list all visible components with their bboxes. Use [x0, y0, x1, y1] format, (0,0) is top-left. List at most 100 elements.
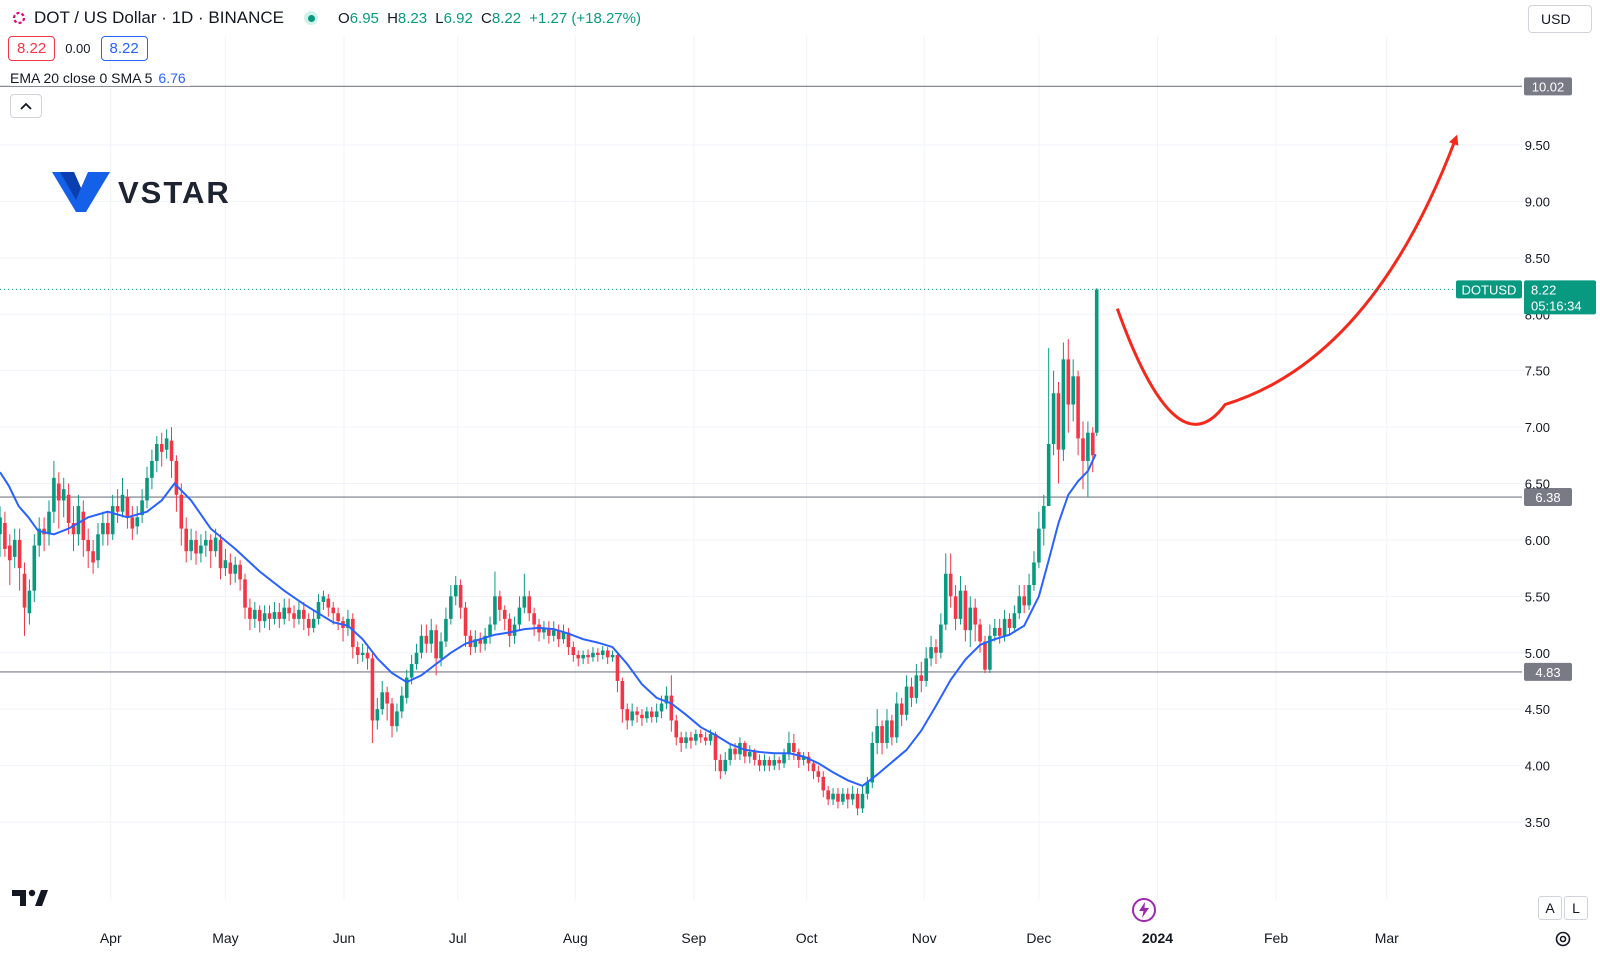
- candle: [875, 709, 879, 755]
- candle-body: [449, 596, 453, 619]
- candle-body: [684, 737, 688, 744]
- vstar-logo: VSTAR: [52, 172, 231, 214]
- vstar-logo-text: VSTAR: [118, 175, 231, 210]
- candle-body: [444, 618, 448, 642]
- candle-body: [728, 748, 732, 760]
- candle: [257, 605, 262, 633]
- auto-scale-button[interactable]: A: [1538, 896, 1562, 920]
- symbol-title[interactable]: DOT / US Dollar · 1D · BINANCE: [34, 8, 285, 27]
- candle: [110, 494, 115, 540]
- candle: [591, 647, 595, 662]
- candle-body: [762, 759, 767, 766]
- candle-body: [875, 726, 879, 744]
- candle-body: [1086, 432, 1090, 461]
- log-scale-button[interactable]: L: [1564, 896, 1588, 920]
- candle: [351, 613, 355, 659]
- candle-body: [458, 585, 463, 608]
- candle-body: [821, 776, 826, 791]
- candle-body: [958, 590, 963, 619]
- candle: [331, 601, 336, 625]
- price-tick-label: 6.50: [1525, 477, 1550, 492]
- candle-body: [934, 647, 938, 653]
- candle-body: [351, 618, 355, 648]
- candle: [1094, 288, 1099, 437]
- candle: [223, 548, 228, 577]
- candle-body: [189, 539, 193, 552]
- candle: [253, 601, 257, 628]
- lightning-icon[interactable]: [1131, 897, 1157, 928]
- candle-body: [615, 655, 620, 681]
- candle-body: [841, 793, 845, 802]
- candle-body: [571, 647, 576, 656]
- candle-body: [419, 635, 424, 653]
- currency-selector[interactable]: USD: [1528, 5, 1592, 33]
- candle-body: [86, 539, 91, 552]
- ohlc-values: O6.95 H8.23 L6.92 C8.22 +1.27 (+18.27%): [338, 9, 641, 27]
- candle-body: [488, 624, 492, 636]
- spread-value: 0.00: [65, 41, 91, 56]
- candle-body: [551, 630, 556, 636]
- collapse-legend-button[interactable]: [10, 94, 42, 118]
- candle: [997, 618, 1002, 644]
- sell-button[interactable]: 8.22: [8, 36, 56, 61]
- candle: [1027, 573, 1031, 610]
- candle: [400, 686, 404, 719]
- level-price-badge: [1524, 77, 1572, 96]
- candle: [66, 483, 71, 535]
- candle-body: [948, 573, 953, 597]
- candle-body: [782, 754, 786, 764]
- candle: [801, 752, 806, 766]
- candle: [625, 703, 630, 730]
- settings-icon[interactable]: [1554, 930, 1572, 953]
- candle: [978, 618, 982, 653]
- candle-body: [130, 517, 135, 529]
- candle: [694, 729, 698, 746]
- level-price-label: 4.83: [1535, 665, 1560, 680]
- indicator-legend[interactable]: EMA 20 close 0 SMA 5 6.76: [10, 70, 190, 86]
- candle: [929, 635, 933, 667]
- candle-body: [311, 618, 316, 628]
- candle: [845, 788, 850, 809]
- candle-body: [321, 596, 326, 602]
- candle: [125, 489, 130, 529]
- candle-body: [649, 711, 654, 718]
- candle: [1012, 605, 1017, 633]
- market-status-icon[interactable]: [304, 11, 319, 25]
- candle: [517, 596, 522, 631]
- candle: [395, 703, 399, 732]
- candle: [390, 697, 394, 738]
- candle-body: [953, 596, 958, 619]
- candle-body: [502, 609, 507, 619]
- candle: [326, 594, 331, 617]
- candle-body: [179, 494, 184, 529]
- candle-body: [316, 601, 321, 619]
- time-tick-label: Jul: [449, 930, 467, 946]
- candle-body: [12, 539, 17, 557]
- tradingview-logo[interactable]: [12, 888, 48, 913]
- candle: [698, 729, 703, 744]
- candle-body: [698, 733, 703, 738]
- candle-body: [988, 635, 992, 670]
- candle: [610, 650, 615, 662]
- candle: [664, 686, 669, 710]
- forecast-arrow: [1115, 134, 1459, 426]
- candle-body: [586, 655, 590, 658]
- candle: [826, 785, 830, 806]
- candle-body: [360, 652, 365, 656]
- buy-button[interactable]: 8.22: [100, 36, 148, 61]
- candle-body: [669, 695, 674, 721]
- candle-body: [1037, 528, 1041, 563]
- trade-buttons: 8.22 0.00 8.22: [8, 36, 148, 61]
- candle: [316, 594, 321, 625]
- candle: [743, 740, 747, 764]
- candle-body: [909, 686, 914, 698]
- candle-body: [164, 438, 169, 450]
- candle-body: [1066, 359, 1071, 405]
- candle-body: [929, 647, 933, 659]
- candle: [576, 650, 581, 667]
- candle-body: [17, 539, 22, 569]
- time-tick-label: Jun: [333, 930, 356, 946]
- candle: [992, 618, 997, 642]
- candle-body: [801, 756, 806, 760]
